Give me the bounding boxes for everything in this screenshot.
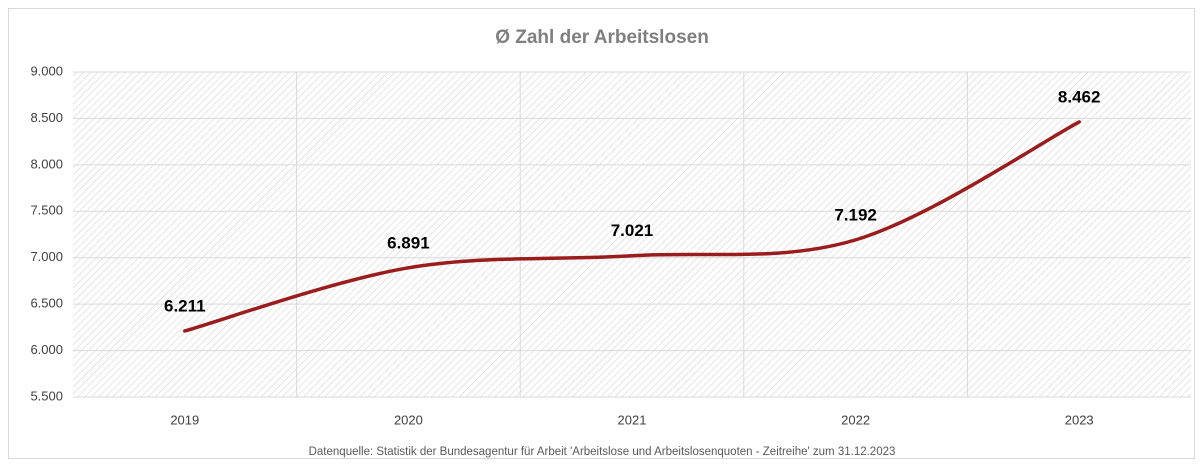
- data-label: 6.211: [164, 296, 206, 315]
- y-tick-label: 8.000: [30, 156, 63, 171]
- data-label: 7.192: [834, 205, 877, 224]
- y-tick-label: 9.000: [30, 63, 63, 78]
- source-note: Datenquelle: Statistik der Bundesagentur…: [309, 446, 896, 458]
- data-label: 8.462: [1058, 87, 1101, 106]
- data-label: 7.021: [611, 221, 654, 240]
- x-tick-label: 2021: [618, 412, 647, 427]
- x-tick-label: 2019: [170, 412, 199, 427]
- y-tick-label: 5.500: [30, 388, 63, 403]
- y-tick-label: 6.000: [30, 342, 63, 357]
- x-tick-label: 2022: [841, 412, 870, 427]
- x-tick-label: 2020: [394, 412, 423, 427]
- plot-area: [73, 72, 1191, 397]
- y-tick-label: 6.500: [30, 296, 63, 311]
- line-series: [183, 120, 1081, 333]
- x-tick-label: 2023: [1065, 412, 1094, 427]
- y-tick-label: 8.500: [30, 110, 63, 125]
- y-tick-label: 7.500: [30, 203, 63, 218]
- y-tick-label: 7.000: [30, 249, 63, 264]
- chart-title: Ø Zahl der Arbeitslosen: [495, 27, 709, 48]
- data-label: 6.891: [387, 233, 430, 252]
